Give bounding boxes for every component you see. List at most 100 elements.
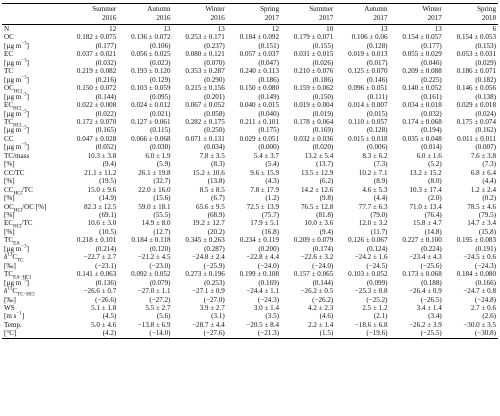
table-cell: (0.250) — [204, 126, 225, 135]
table-cell: 0.019 ± 0.013 — [348, 50, 388, 59]
table-cell: 0.172 ± 0.070 — [76, 117, 117, 126]
table-cell: 0.234 ± 0.119 — [239, 236, 279, 245]
table-cell: 0.037 ± 0.021 — [76, 50, 117, 59]
row-label: ECHCl/TC — [2, 219, 64, 229]
table-cell: 65.6 ± 9.5 — [196, 202, 225, 211]
table-cell: −22.7 ± 2.7 — [83, 253, 117, 262]
table-cell: (−30.8) — [474, 329, 496, 338]
table-cell: 0.032 ± 0.036 — [293, 134, 334, 143]
row-label: TC — [2, 67, 64, 75]
row-label: [µg m−3] — [2, 109, 64, 118]
table-row: [µg m−3] (0.216) (0.129) (0.290) (0.186) (0.1… — [2, 75, 498, 84]
label-part: C — [12, 253, 18, 262]
table-cell: 0.022 ± 0.008 — [76, 101, 117, 110]
header-text: Winter — [205, 5, 225, 13]
label-part: 13 — [7, 252, 13, 258]
table-cell: −21.2 ± 4.5 — [137, 253, 171, 262]
table-cell: 2.5 ± 1.2 — [362, 303, 388, 312]
page: {"table":{"header":[["Summer","2016"],["… — [0, 3, 500, 416]
table-body: N 12 13 13 12 10 13 13 6 OC 0.182 ± 0.075 0.136 ± 0… — [2, 25, 498, 339]
table-cell: (0.128) — [366, 126, 388, 135]
table-cell: (0.111) — [367, 92, 388, 101]
header-text: 2016 — [210, 14, 225, 22]
table-cell: 0.141 ± 0.063 — [76, 270, 117, 279]
table-cell: (4.4) — [482, 177, 496, 186]
table-cell: (−27.2) — [149, 295, 171, 304]
table-cell: 12 — [109, 25, 117, 33]
table-cell: 0.154 ± 0.057 — [402, 33, 442, 42]
table-cell: 0.096 ± 0.051 — [348, 84, 388, 93]
table-row: ECHCl/TC 10.6 ± 3.0 14.9 ± 8.0 19.2 ± 12.7 1… — [2, 219, 498, 229]
table-cell: 0.125 ± 0.070 — [348, 67, 388, 76]
header-cell: Spring 2017 — [227, 4, 281, 25]
table-cell: 0.150 ± 0.072 — [76, 84, 117, 93]
header-text: Summer — [92, 5, 117, 13]
table-cell: 10.3 ± 3.8 — [87, 151, 117, 160]
table-cell: (0.177) — [95, 41, 117, 50]
table-row: [µg m−3] (0.165) (0.115) (0.250) (0.175) (0.1… — [2, 126, 498, 134]
table-cell: (15.8) — [478, 227, 496, 236]
table-cell: (3.1) — [211, 312, 225, 321]
table-cell: (0.175) — [258, 126, 279, 135]
table-cell: (−25.2) — [366, 295, 388, 304]
table-cell: 5.4 ± 3.7 — [253, 151, 279, 160]
row-label: [µg m−3] — [2, 278, 64, 287]
table-cell: −24.7 ± 0.8 — [463, 287, 496, 296]
label-part: Temp. — [4, 320, 22, 329]
label-part: ] — [26, 75, 29, 84]
table-cell: 6 — [492, 25, 496, 33]
table-cell: (0.174) — [312, 244, 334, 253]
table-cell: (0.144) — [312, 278, 334, 287]
label-part: EC — [4, 50, 14, 59]
table-cell: −26.2 ± 0.5 — [300, 287, 334, 296]
table-cell: 10.2 ± 7.1 — [358, 168, 388, 177]
table-cell: 0.227 ± 0.100 — [402, 236, 442, 245]
table-cell: (76.4) — [424, 210, 442, 219]
row-label: EC — [2, 50, 64, 58]
table-cell: 0.215 ± 0.156 — [185, 84, 225, 93]
table-cell: (0.201) — [204, 92, 225, 101]
label-part: ] — [26, 244, 29, 253]
table-cell: (0.034) — [204, 143, 225, 152]
table-cell: (4.5) — [102, 312, 117, 321]
table-cell: 9.6 ± 15.9 — [250, 168, 279, 177]
table-cell: (0.006) — [366, 143, 388, 152]
row-label: OCHCl/OC [%] — [2, 202, 64, 213]
table-cell: (0.000) — [258, 143, 279, 152]
label-part: [%] — [4, 194, 15, 203]
label-part: −3 — [21, 109, 27, 115]
label-part: /OC [%] — [22, 202, 47, 211]
row-label: ECHCl — [2, 101, 64, 111]
table-cell: −24.8 ± 2.4 — [192, 253, 225, 262]
table-cell: 12.0 ± 3.2 — [358, 219, 388, 228]
label-part: OC — [4, 84, 14, 93]
header-text: 2016 — [102, 14, 117, 22]
table-cell: 0.353 ± 0.287 — [185, 67, 225, 76]
table-cell: 0.184 ± 0.092 — [239, 33, 279, 42]
table-row: [µg m−3] (0.144) (0.095) (0.201) (0.149) (0.1… — [2, 92, 498, 101]
table-row: Temp. 5.0 ± 4.6 −13.8 ± 6.9 −28.7 ± 4.4 −20.… — [2, 321, 498, 329]
table-cell: 0.066 ± 0.068 — [131, 134, 171, 143]
table-cell: 0.080 ± 0.121 — [185, 50, 225, 59]
table-cell: (0.151) — [258, 41, 279, 50]
header-text: Summer — [309, 5, 334, 13]
label-part: −3 — [21, 75, 27, 81]
row-label: OC — [2, 33, 64, 41]
table-row: [µg m−3] (0.177) (0.106) (0.237) (0.151) (0.1… — [2, 42, 498, 50]
label-part: TC/mass — [4, 151, 30, 160]
header-cell: Summer 2017 — [281, 4, 335, 25]
table-cell: (13.8) — [207, 177, 225, 186]
table-cell: 13 — [380, 25, 388, 33]
table-row: [‰] (−23.1) (−23.0) (−25.9) (−24.0) (−24.0) (−… — [2, 262, 498, 270]
table-cell: 5.5 ± 2.7 — [145, 303, 171, 312]
table-cell: (0.128) — [366, 41, 388, 50]
table-cell: 76.5 ± 12.8 — [300, 202, 334, 211]
label-part: HCl — [13, 191, 22, 197]
table-cell: 0.253 ± 0.171 — [185, 33, 225, 42]
table-cell: 0.186 ± 0.071 — [456, 67, 496, 76]
table-cell: 0.184 ± 0.080 — [456, 270, 496, 279]
table-cell: (3.5) — [265, 312, 279, 321]
table-cell: (0.120) — [149, 244, 171, 253]
row-label: [%] — [2, 194, 64, 202]
header-cell — [2, 4, 64, 25]
